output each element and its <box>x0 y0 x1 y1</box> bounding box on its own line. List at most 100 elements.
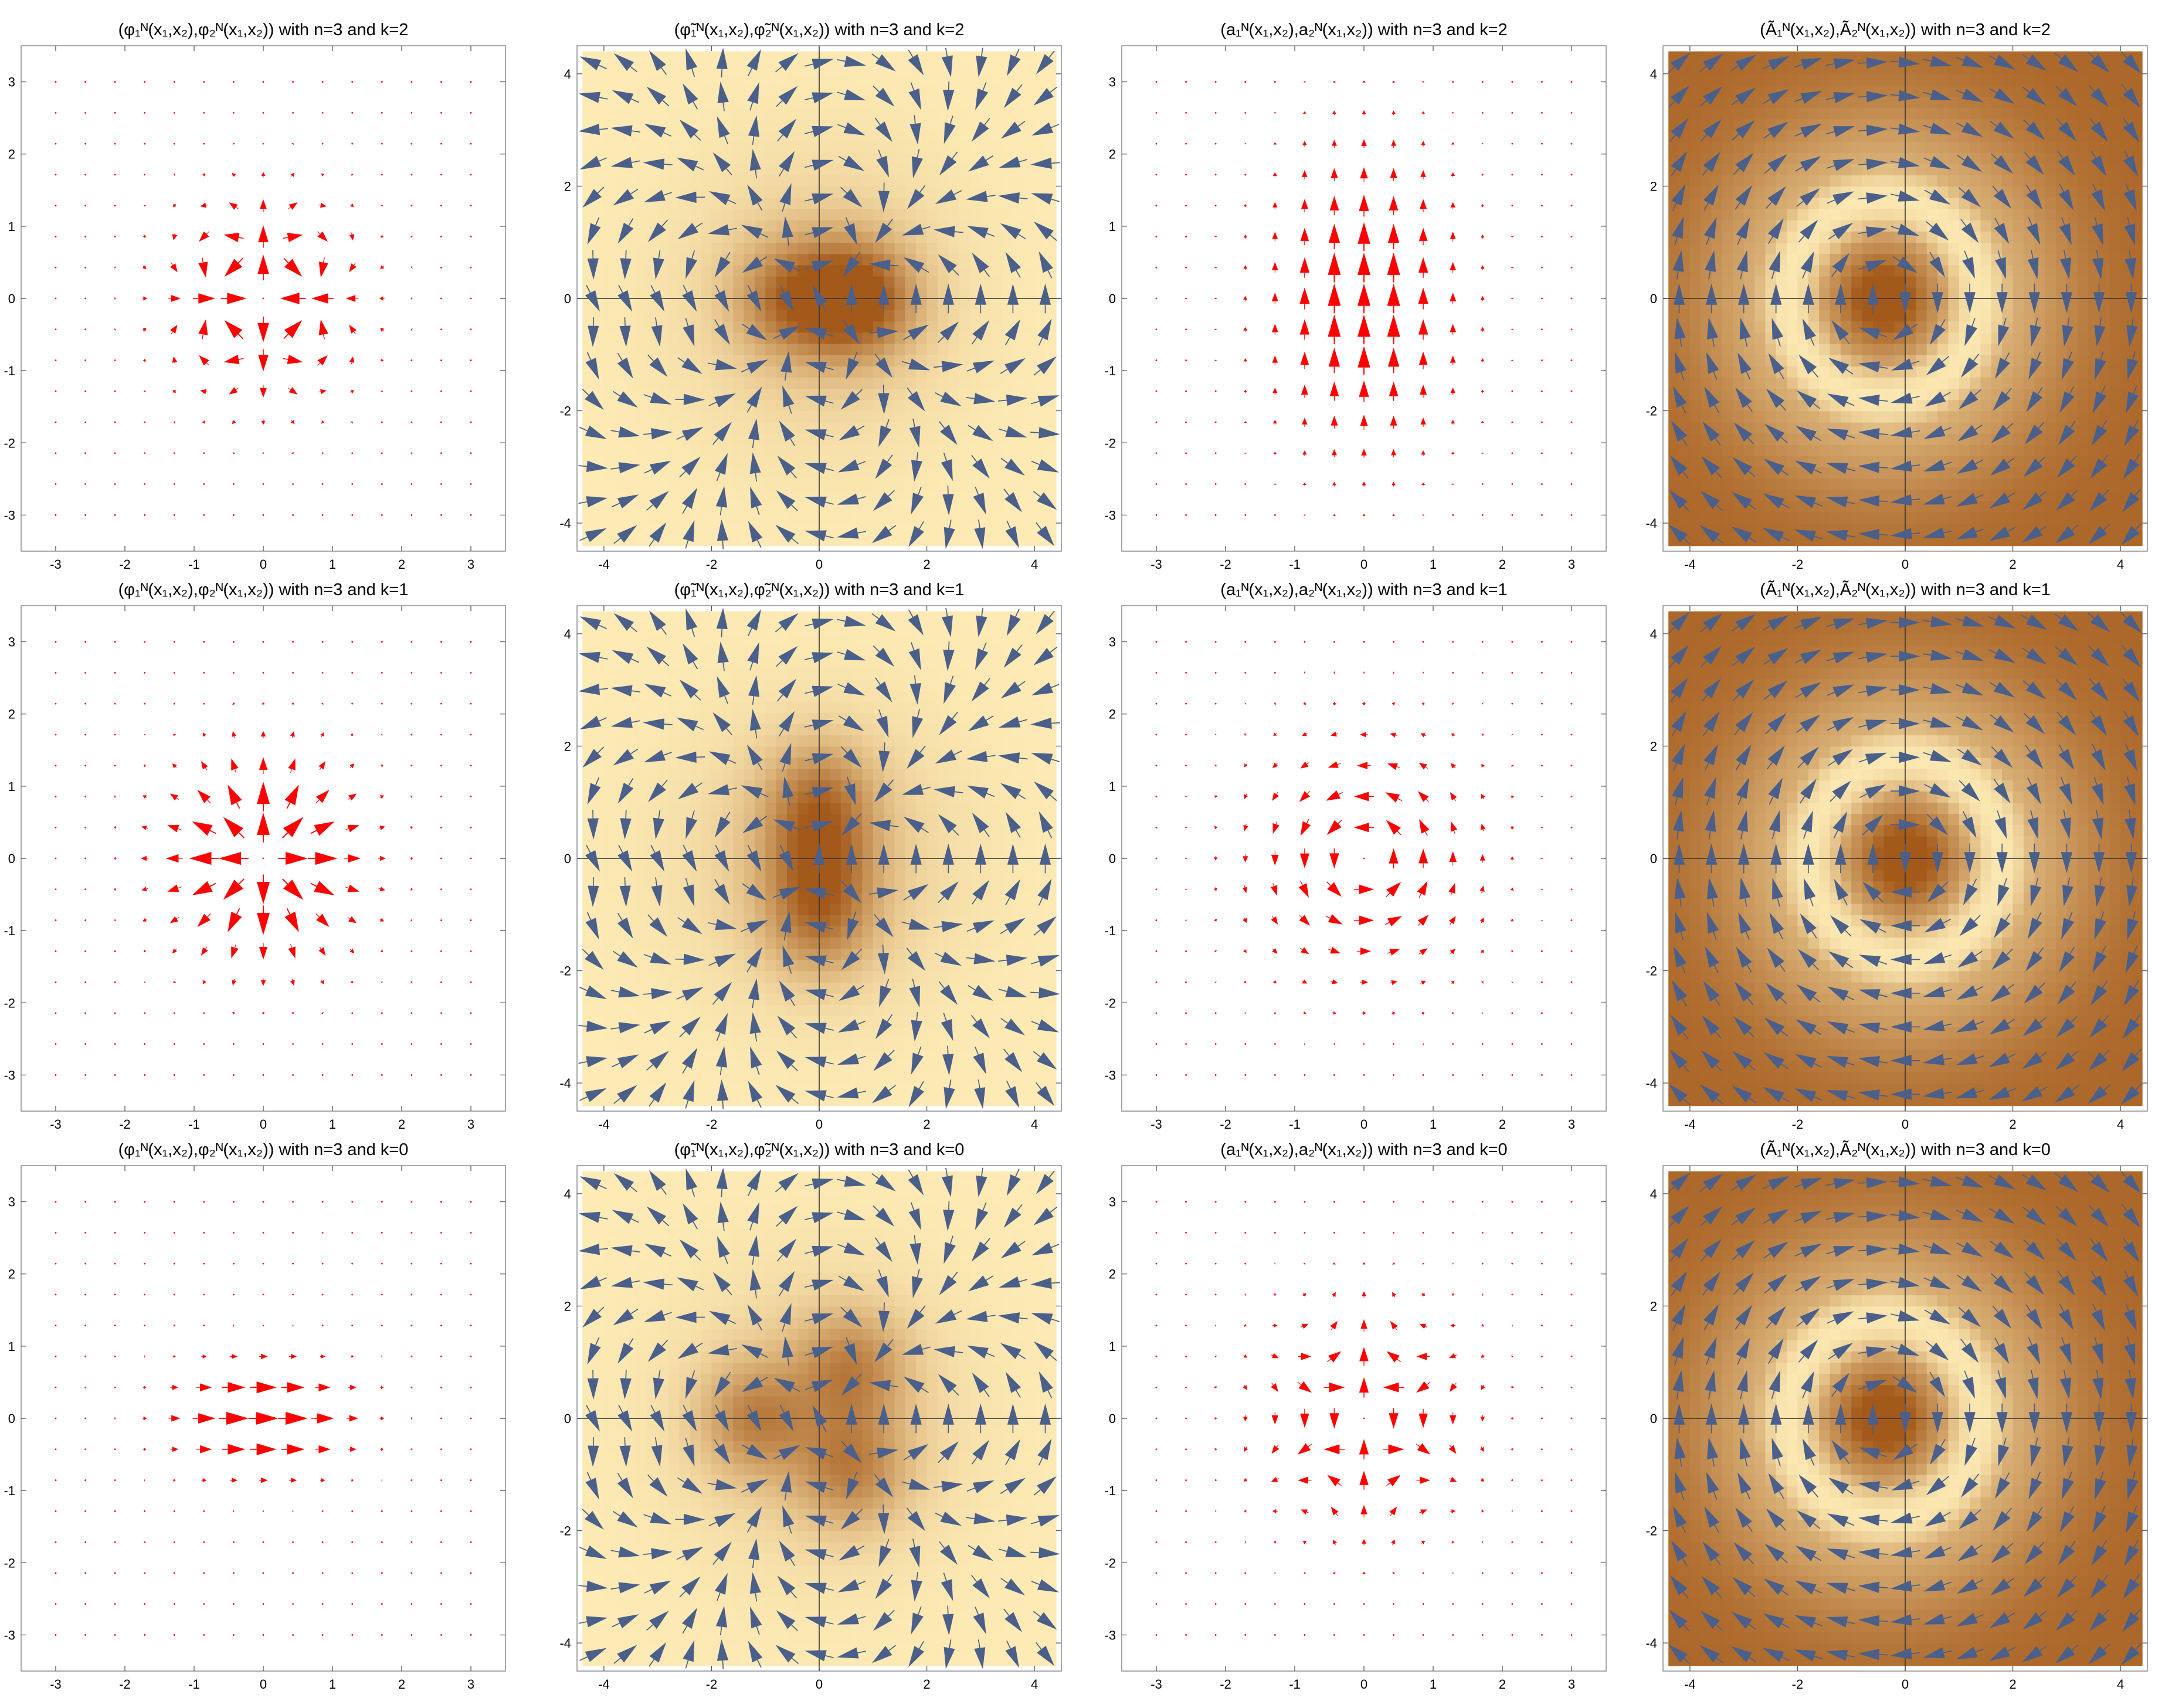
vector-arrow-head <box>2123 155 2139 177</box>
vector-arrow-shaft <box>682 505 688 514</box>
y-tick-label: -2 <box>559 1524 571 1539</box>
vector-dot <box>1155 1386 1158 1388</box>
vector-arrow-head <box>907 884 929 901</box>
vector-arrow-head <box>1332 701 1336 705</box>
vector-arrow-shaft <box>579 1096 588 1101</box>
vector-dot <box>1570 950 1573 952</box>
vector-dot <box>1304 1231 1306 1234</box>
vector-dot <box>1214 702 1217 705</box>
vector-arrow-shaft <box>238 358 244 360</box>
vector-arrow-head <box>618 426 640 438</box>
vector-arrow-head <box>1767 615 1789 631</box>
vector-dot <box>470 483 472 485</box>
vector-arrow-shaft <box>1814 469 1823 474</box>
vector-arrow-head <box>1451 1012 1454 1015</box>
vector-dot <box>292 1572 294 1574</box>
vector-arrow-head <box>944 1087 955 1109</box>
vector-arrow-head <box>1332 449 1337 456</box>
vector-arrow-shaft <box>2031 250 2034 259</box>
vector-arrow-shaft <box>578 501 588 504</box>
y-tick-label: 2 <box>1109 707 1116 722</box>
vector-dot <box>55 702 57 705</box>
vector-dot <box>440 111 442 114</box>
vector-arrow-head <box>714 953 736 967</box>
vector-dot <box>1185 359 1187 361</box>
vector-arrow-head <box>380 855 386 861</box>
x-tick-label: 2 <box>1499 1117 1506 1132</box>
vector-dot <box>1155 1325 1158 1327</box>
vector-dot <box>84 174 86 176</box>
vector-arrow-head <box>907 951 926 971</box>
vector-arrow-shaft <box>888 1050 895 1057</box>
vector-arrow-head <box>749 709 761 731</box>
vector-arrow-head <box>1671 85 1689 105</box>
y-tick-label: -4 <box>1645 1636 1657 1651</box>
vector-arrow-head <box>114 887 116 891</box>
vector-arrow-head <box>290 731 295 737</box>
vector-arrow-shaft <box>1715 437 1721 446</box>
vector-arrow-head <box>1766 388 1785 408</box>
vector-arrow-head <box>349 324 357 334</box>
vector-arrow-head <box>1858 529 1880 541</box>
vector-arrow-shaft <box>612 391 621 397</box>
vector-dot <box>321 81 324 83</box>
vector-arrow-head <box>1328 347 1340 367</box>
vector-arrow-head <box>2088 525 2107 545</box>
vector-arrow-head <box>780 911 792 933</box>
vector-arrow-shaft <box>1016 270 1021 278</box>
vector-arrow-head <box>1511 950 1513 953</box>
vector-dot <box>1155 390 1158 392</box>
vector-arrow-head <box>1007 283 1019 305</box>
vector-arrow-shaft <box>1030 400 1040 405</box>
vector-dot <box>144 1325 146 1327</box>
vector-dot <box>410 142 413 145</box>
vector-dot <box>1333 641 1335 643</box>
vector-arrow-head <box>617 391 638 408</box>
vector-dot <box>1185 641 1187 643</box>
vector-dot <box>55 1293 57 1296</box>
vector-arrow-head <box>1732 1085 1752 1103</box>
x-tick-label: 0 <box>260 557 267 572</box>
vector-arrow-head <box>1185 919 1187 921</box>
vector-arrow-shaft <box>825 960 834 964</box>
vector-arrow-shaft <box>1481 952 1482 953</box>
vector-dot <box>351 1012 354 1014</box>
vector-arrow-shaft <box>349 766 352 768</box>
y-tick-label: 0 <box>1109 851 1116 866</box>
vector-dot <box>381 702 383 705</box>
vector-dot <box>84 1201 86 1203</box>
vector-dot <box>114 950 116 952</box>
vector-dot <box>381 81 383 83</box>
vector-arrow-shaft <box>857 461 866 466</box>
vector-arrow-shaft <box>871 53 879 60</box>
vector-arrow-shaft <box>206 231 209 235</box>
vector-arrow-shaft <box>906 948 913 955</box>
vector-arrow-head <box>805 328 827 339</box>
vector-arrow-shaft <box>782 203 786 212</box>
vector-arrow-head <box>647 222 666 242</box>
vector-arrow-head <box>1479 854 1485 861</box>
vector-arrow-shaft <box>291 979 293 981</box>
vector-arrow-head <box>972 425 993 442</box>
vector-arrow-head <box>1390 415 1397 426</box>
vector-arrow-head <box>1765 983 1785 1002</box>
vector-arrow-head <box>197 914 211 927</box>
vector-arrow-shaft <box>1015 830 1021 838</box>
vector-dot <box>1570 81 1573 83</box>
vector-arrow-shaft <box>1992 185 1999 193</box>
vector-arrow-head <box>650 290 665 312</box>
vector-arrow-shaft <box>1737 236 1742 245</box>
vector-dot <box>1185 1510 1187 1512</box>
vector-arrow-shaft <box>1708 270 1711 280</box>
vector-arrow-shaft <box>291 420 293 422</box>
vector-arrow-head <box>812 652 834 664</box>
vector-arrow-head <box>1770 843 1782 865</box>
vector-arrow-head <box>1185 888 1187 891</box>
vector-dot <box>351 452 354 454</box>
vector-dot <box>351 702 354 705</box>
vector-dot <box>1541 1012 1543 1014</box>
vector-arrow-shaft <box>610 990 620 993</box>
vector-arrow-shaft <box>209 882 216 887</box>
vector-arrow-shaft <box>599 128 608 130</box>
vector-arrow-shaft <box>1831 269 1838 277</box>
